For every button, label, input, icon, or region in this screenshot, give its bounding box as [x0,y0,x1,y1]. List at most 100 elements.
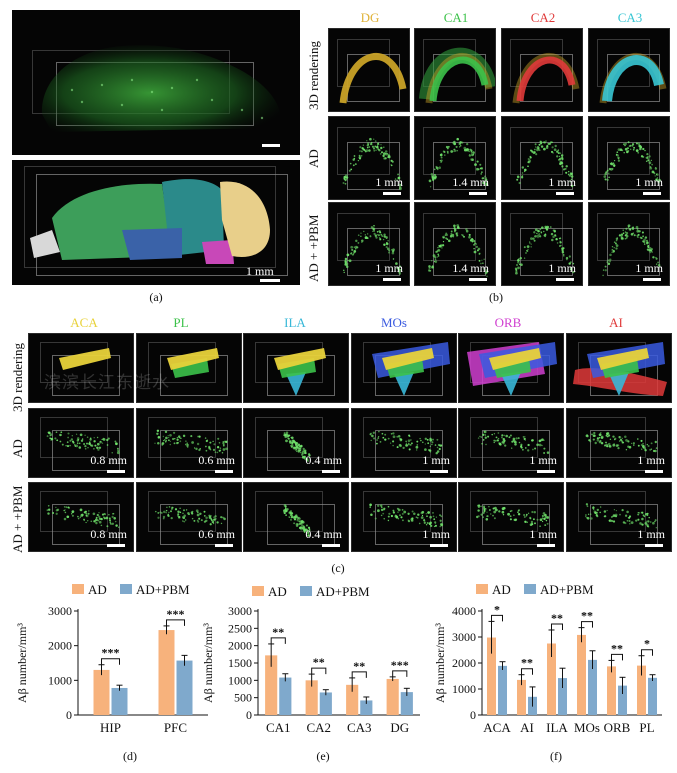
y-axis-label: Aβ number/mm³ [15,623,29,703]
scale-bar [537,470,555,473]
panel-b-image: 1.4 mm [414,202,496,286]
panel-c-row-label-pbm: AD + +PBM [10,485,25,553]
scale-bar [643,278,661,281]
scale-bar [645,470,663,473]
scale-bar [215,470,233,473]
legend-label-ad: AD [268,584,287,599]
y-tick-label: 1000 [228,673,252,687]
scale-bar [215,544,233,547]
bar-pbm [319,692,332,715]
panel-c-header-orb: ORB [494,315,522,330]
scale-label: 0.8 mm [90,453,127,467]
panel-b-image: 1 mm [328,116,410,200]
bar-ad [547,643,556,715]
significance-marker: * [494,602,500,616]
panel-b-row-label-3d: 3D rendering [306,41,321,110]
bar-ad [93,669,110,715]
y-tick-label: 2000 [228,639,252,653]
scale-label: 1 mm [529,527,557,541]
significance-marker: ** [521,656,533,670]
panel-c-header-ila: ILA [284,315,306,330]
scale-label: 1 mm [548,261,576,275]
scale-label: 0.8 mm [90,527,127,541]
scale-bar [556,192,574,195]
panel-b-image [328,28,410,112]
bar-pbm [498,665,507,715]
panel-c-row-label-ad: AD [10,439,25,458]
significance-bracket [581,621,593,628]
panel-c-image [243,333,349,403]
scale-label: 1 mm [635,261,663,275]
significance-bracket [101,658,120,665]
panel-b-row-label-pbm: AD + +PBM [306,214,321,282]
scale-label: 1 mm [637,527,665,541]
legend-swatch-pbm [300,586,312,596]
panel-a-bottom-image: 1 mm [12,160,300,285]
scale-label: 1.4 mm [452,175,489,189]
x-tick-label: CA2 [306,720,331,735]
legend-swatch-ad [72,584,84,594]
legend-label-pbm: AD+PBM [316,584,370,599]
panel-b-header-ca2: CA2 [530,10,556,25]
significance-bracket [641,649,653,656]
panel-c-image: 0.6 mm [136,408,242,478]
y-tick-label: 2500 [228,621,252,635]
bar-ad [607,666,616,715]
significance-bracket [166,619,185,626]
y-tick-label: 0 [470,708,476,722]
panel-c-image: 1 mm [458,408,564,478]
significance-marker: ** [551,611,563,625]
scale-bar [643,192,661,195]
panel-a-scale-label: 1 mm [246,264,274,278]
bar-pbm [360,700,373,715]
x-tick-label: HIP [100,720,121,735]
scale-label: 1 mm [635,175,663,189]
scale-bar [645,544,663,547]
scale-label: 1 mm [422,453,450,467]
brain-region-blue [122,228,182,260]
panel-b-row-label-ad: AD [306,149,321,168]
panel-a-bottom-scalebar [260,279,280,282]
significance-marker: ** [581,609,593,623]
panel-c-image: 0.8 mm [28,482,134,552]
bar-ad [517,679,526,715]
scale-bar [322,544,340,547]
legend-label-ad: AD [492,582,511,597]
bar-ad [265,655,278,715]
panel-c-image: 1 mm [566,408,672,478]
bar-pbm [111,687,128,715]
bar-pbm [400,692,413,715]
bar-ad [577,634,586,715]
scale-bar [430,544,448,547]
x-tick-label: CA1 [266,720,291,735]
panel-c-image [136,333,242,403]
x-tick-label: ACA [483,720,511,735]
scale-label: 1 mm [422,527,450,541]
brain-region-purple [202,240,234,264]
significance-bracket [611,653,623,661]
y-tick-label: 2000 [48,639,72,653]
scale-label: 1 mm [637,453,665,467]
scale-bar [107,470,125,473]
scale-label: 0.4 mm [305,527,342,541]
panel-a-top-image [12,10,300,155]
x-tick-label: PL [639,720,654,735]
legend-label-ad: AD [88,582,107,597]
panel-b-image: 1.4 mm [414,116,496,200]
y-tick-label: 4000 [452,604,476,618]
panel-b-header-ca1: CA1 [443,10,469,25]
x-tick-label: PFC [164,720,187,735]
panel-c-image: 0.8 mm [28,408,134,478]
y-axis-label: Aβ number/mm³ [201,623,215,703]
significance-bracket [521,668,533,675]
bar-pbm [558,678,567,715]
panel-c-header-ai: AI [609,315,623,330]
significance-bracket [311,667,327,675]
panel-c-image: 1 mm [458,482,564,552]
y-tick-label: 0 [246,708,252,722]
panel-c-row-label-3d: 3D rendering [10,343,25,412]
x-tick-label: ILA [546,720,568,735]
significance-marker: ** [611,641,623,655]
scale-bar [469,278,487,281]
scale-label: 0.6 mm [198,527,235,541]
